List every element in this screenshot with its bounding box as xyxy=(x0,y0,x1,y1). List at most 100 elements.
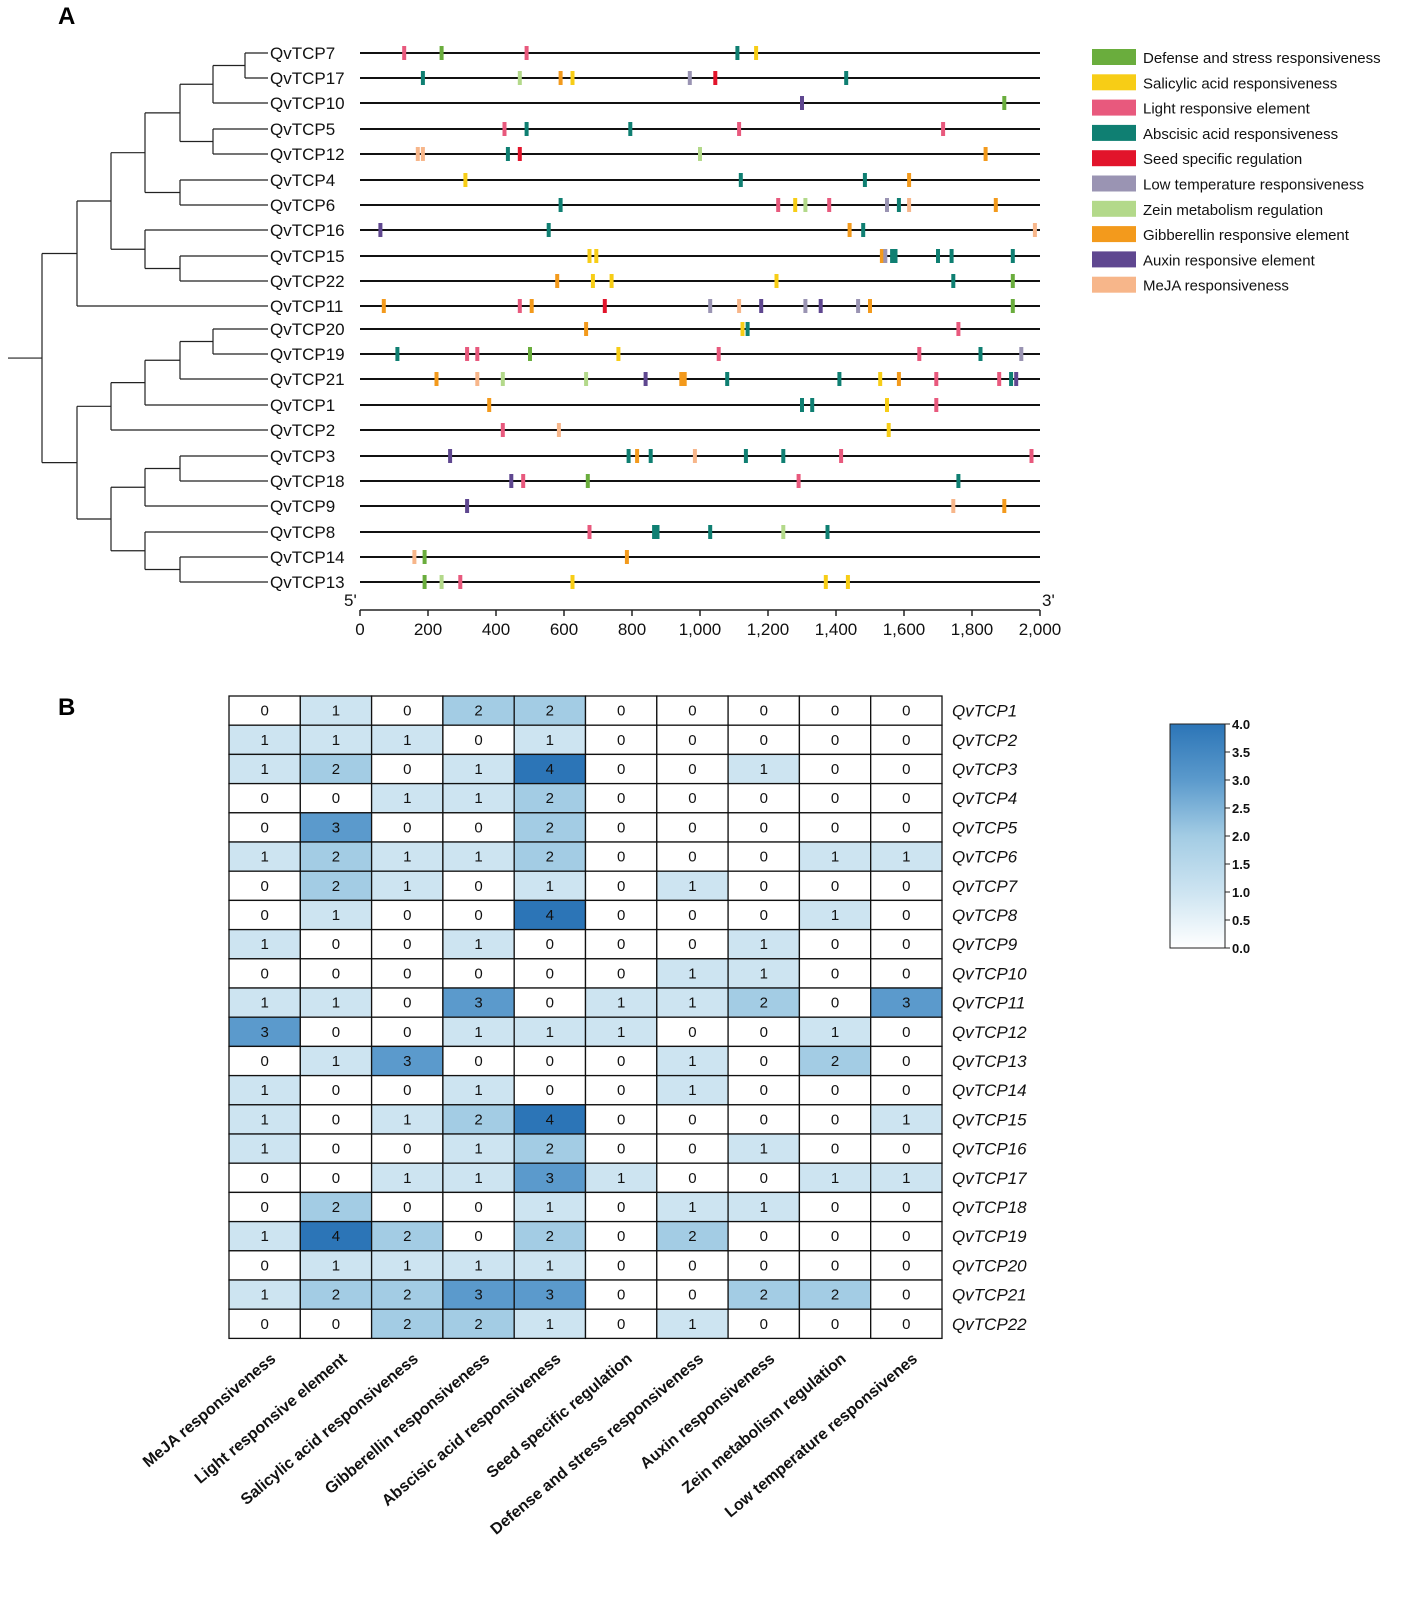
legend-label: Low temperature responsiveness xyxy=(1143,177,1364,194)
heatmap-cell-value: 2 xyxy=(546,819,554,836)
gene-label: QvTCP14 xyxy=(270,548,345,567)
heatmap: 0 1 0 2 2 0 0 0 0 0 1 1 1 0 1 0 0 0 0 0 1 2 0 1 4 0 0 1 0 0 0 0 1 1 2 0 0 0 0 0… xyxy=(140,695,1027,1538)
three-prime-label: 3' xyxy=(1042,591,1055,610)
cis-element-mark xyxy=(1032,223,1037,237)
heatmap-cell xyxy=(513,1133,587,1164)
heatmap-cell xyxy=(228,1162,301,1194)
heatmap-cell-value: 1 xyxy=(332,703,340,720)
heatmap-cell-value: 0 xyxy=(403,819,411,836)
heatmap-cell xyxy=(370,753,444,785)
heatmap-cell xyxy=(513,724,587,756)
colorbar-tick-label: 1.0 xyxy=(1232,885,1250,900)
gene-label: QvTCP3 xyxy=(270,447,335,466)
cis-element-mark xyxy=(818,299,823,313)
heatmap-cell xyxy=(870,1133,943,1164)
colorbar-gradient xyxy=(1169,723,1226,949)
heatmap-cell-value: 1 xyxy=(688,1316,696,1333)
heatmap-cell xyxy=(370,958,444,989)
cis-element-mark xyxy=(837,372,842,386)
heatmap-cell-value: 0 xyxy=(332,1170,340,1187)
gene-label: QvTCP10 xyxy=(270,94,345,113)
heatmap-cell-value: 1 xyxy=(688,965,696,982)
heatmap-cell-value: 2 xyxy=(403,1228,411,1245)
heatmap-cell-value: 2 xyxy=(474,1316,482,1333)
heatmap-cell-value: 1 xyxy=(260,732,268,749)
heatmap-cell xyxy=(299,841,373,872)
cis-element-mark xyxy=(422,575,427,589)
cis-element-mark xyxy=(378,223,383,237)
heatmap-row-label: QvTCP16 xyxy=(952,1140,1027,1159)
heatmap-cell xyxy=(299,1308,373,1340)
cis-element-mark xyxy=(896,198,901,212)
heatmap-cell xyxy=(442,1074,515,1106)
heatmap-cell xyxy=(584,695,658,726)
cis-element-mark xyxy=(713,71,718,85)
heatmap-cell xyxy=(584,1308,658,1340)
heatmap-cell-value: 0 xyxy=(260,1199,268,1216)
heatmap-cell xyxy=(584,782,658,814)
cis-element-mark xyxy=(505,147,510,161)
heatmap-cell xyxy=(299,753,373,785)
heatmap-cell-value: 0 xyxy=(617,1228,625,1245)
cis-element-mark xyxy=(725,372,730,386)
heatmap-cell-value: 4 xyxy=(546,1111,554,1128)
heatmap-cell-value: 0 xyxy=(332,1141,340,1158)
cis-element-mark xyxy=(448,449,453,463)
heatmap-cell xyxy=(299,1220,373,1252)
heatmap-cell-value: 0 xyxy=(760,1082,768,1099)
cis-element-mark xyxy=(743,449,748,463)
cis-element-mark xyxy=(896,372,901,386)
heatmap-cell xyxy=(870,1016,943,1048)
heatmap-cell xyxy=(798,782,872,814)
heatmap-cell-value: 0 xyxy=(617,761,625,778)
heatmap-cell-value: 0 xyxy=(902,1053,910,1070)
cis-element-mark xyxy=(555,274,560,288)
heatmap-cell-value: 1 xyxy=(332,907,340,924)
gene-label: QvTCP13 xyxy=(270,573,345,592)
heatmap-cell xyxy=(727,1133,801,1164)
heatmap-cell-value: 0 xyxy=(831,1082,839,1099)
heatmap-cell-value: 0 xyxy=(760,819,768,836)
heatmap-cell xyxy=(370,870,444,902)
cis-element-mark xyxy=(997,372,1002,386)
heatmap-cell-value: 0 xyxy=(403,907,411,924)
cis-element-mark xyxy=(810,398,815,412)
heatmap-cell xyxy=(727,870,801,902)
heatmap-cell xyxy=(513,928,587,960)
heatmap-cell xyxy=(299,1250,373,1281)
cis-element-mark xyxy=(781,525,786,539)
heatmap-cell-value: 1 xyxy=(474,1082,482,1099)
heatmap-cell-value: 0 xyxy=(332,1082,340,1099)
heatmap-cell xyxy=(727,782,801,814)
heatmap-cell-value: 3 xyxy=(546,1287,554,1304)
gene-label: QvTCP6 xyxy=(270,196,335,215)
heatmap-cell-value: 0 xyxy=(760,849,768,866)
heatmap-cell xyxy=(299,1162,373,1194)
heatmap-cell-value: 1 xyxy=(546,1024,554,1041)
cis-element-mark xyxy=(737,299,742,313)
heatmap-cell xyxy=(228,1308,301,1340)
heatmap-cell-value: 1 xyxy=(760,1141,768,1158)
heatmap-cell xyxy=(513,812,587,843)
heatmap-cell xyxy=(513,1162,587,1194)
heatmap-cell-value: 0 xyxy=(902,1257,910,1274)
heatmap-cell-value: 0 xyxy=(760,1111,768,1128)
heatmap-cell xyxy=(727,1074,801,1106)
heatmap-cell xyxy=(299,1045,373,1077)
heatmap-cell xyxy=(870,1308,943,1340)
heatmap-cell-value: 0 xyxy=(831,995,839,1012)
heatmap-cell-value: 0 xyxy=(902,1287,910,1304)
heatmap-cell xyxy=(656,1308,729,1340)
cis-element-mark xyxy=(781,449,786,463)
colorbar-tick-label: 2.0 xyxy=(1232,829,1250,844)
heatmap-cell-value: 1 xyxy=(902,1170,910,1187)
axis-tick-label: 2,000 xyxy=(1019,620,1062,639)
heatmap-column-label: MeJA responsiveness xyxy=(140,1350,279,1471)
heatmap-cell xyxy=(870,1191,943,1223)
heatmap-cell xyxy=(299,1104,373,1135)
heatmap-cell-value: 1 xyxy=(474,936,482,953)
heatmap-row-label: QvTCP15 xyxy=(952,1110,1027,1129)
cis-element-mark xyxy=(517,147,522,161)
heatmap-cell xyxy=(513,899,587,931)
heatmap-cell-value: 0 xyxy=(688,936,696,953)
